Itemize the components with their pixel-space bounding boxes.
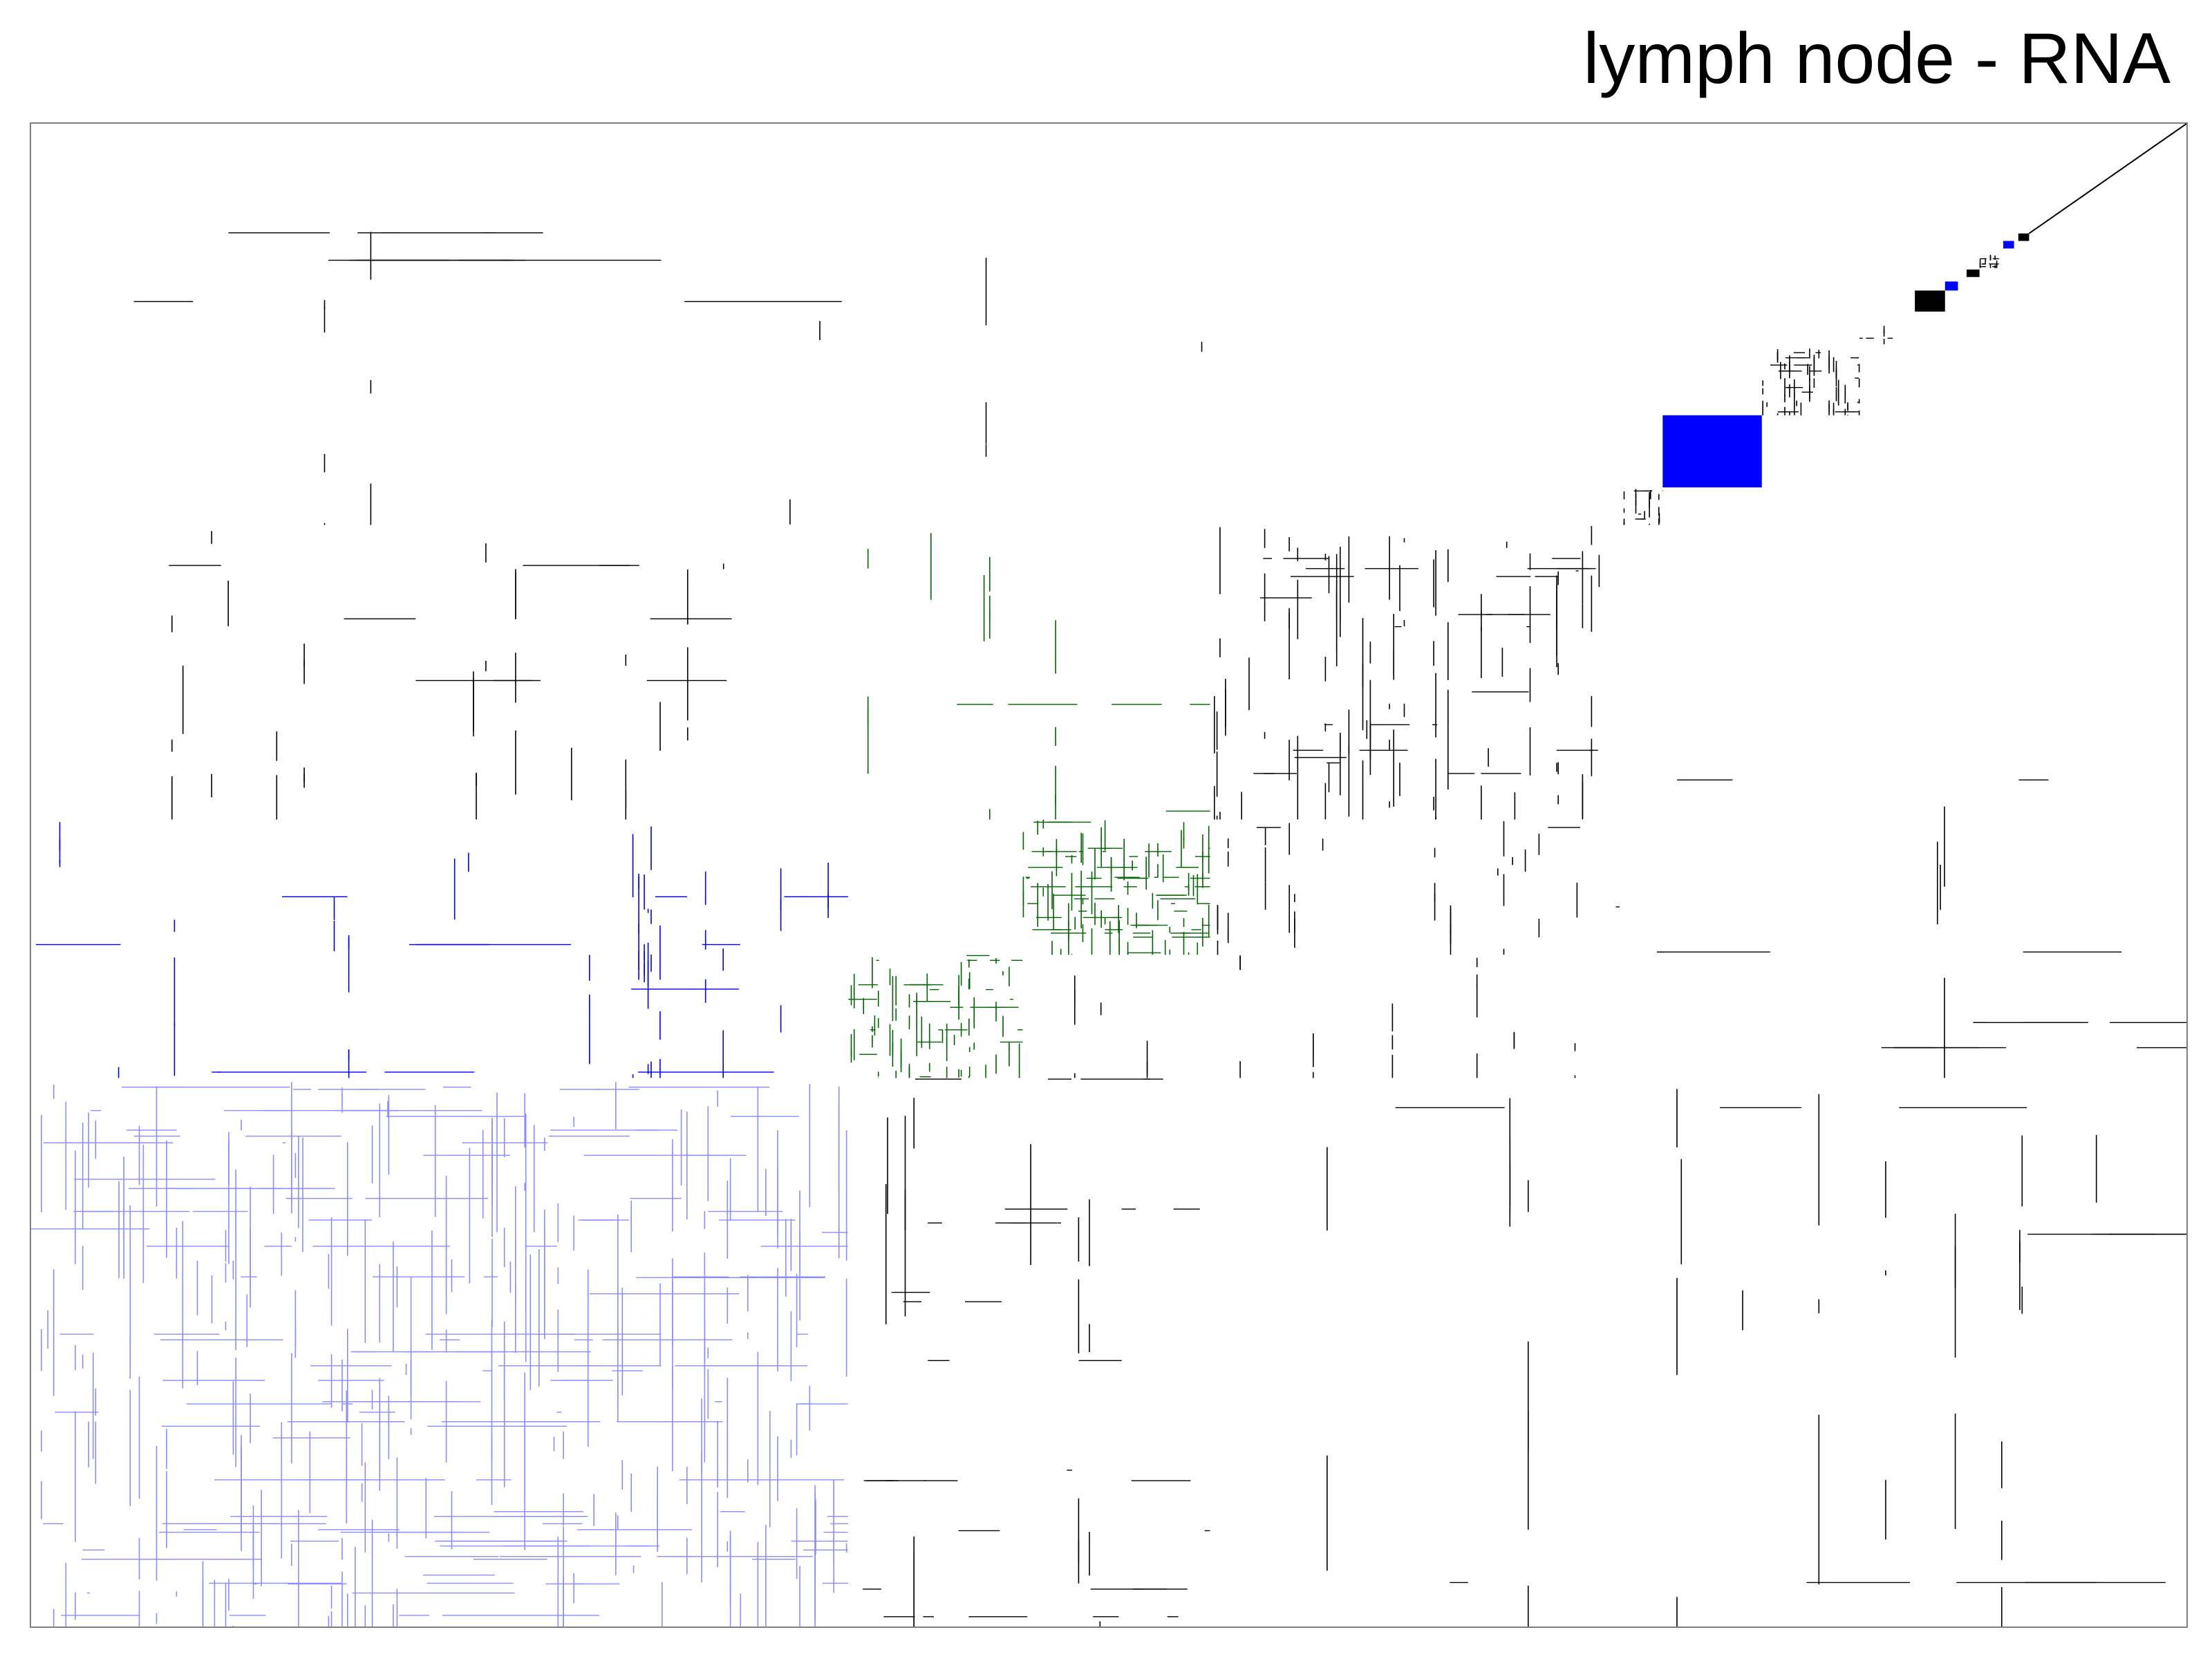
off-diagonal-region-7	[867, 533, 1210, 820]
heatmap-svg	[31, 124, 2186, 1627]
heatmap-block-cluster-k	[1966, 269, 1980, 277]
heatmap-block-cluster-c	[1022, 819, 1210, 955]
heatmap-block-cluster-l	[1979, 254, 1999, 268]
heatmap-block-cluster-g	[1762, 348, 1860, 415]
heatmap-block-cluster-h	[1859, 326, 1893, 345]
off-diagonal-region-9	[1657, 779, 2186, 1078]
heatmap-block-cluster-i	[1915, 290, 1945, 312]
off-diagonal-region-6	[169, 531, 732, 820]
off-diagonal-region-1	[863, 1078, 1210, 1627]
heatmap-block-cluster-e	[1623, 489, 1663, 525]
off-diagonal-region-5	[1217, 821, 1620, 955]
off-diagonal-region-2	[1327, 1089, 2186, 1627]
chart-title: lymph node - RNA	[1583, 19, 2171, 99]
heatmap-block-cluster-f	[1662, 415, 1762, 488]
heatmap-block-cluster-j	[1944, 281, 1958, 291]
off-diagonal-region-3	[35, 822, 848, 1078]
off-diagonal-region-8	[133, 232, 1203, 525]
heatmap-block-cluster-n	[2018, 233, 2030, 241]
heatmap-block-cluster-m	[2003, 241, 2014, 249]
off-diagonal-region-4	[1074, 955, 1576, 1078]
heatmap-block-cluster-b	[848, 955, 1023, 1078]
heatmap-block-cluster-a	[31, 1082, 848, 1627]
heatmap-block-cluster-d	[1214, 525, 1600, 820]
heatmap-plot-area	[30, 122, 2188, 1628]
diagonal-line	[2028, 124, 2186, 234]
